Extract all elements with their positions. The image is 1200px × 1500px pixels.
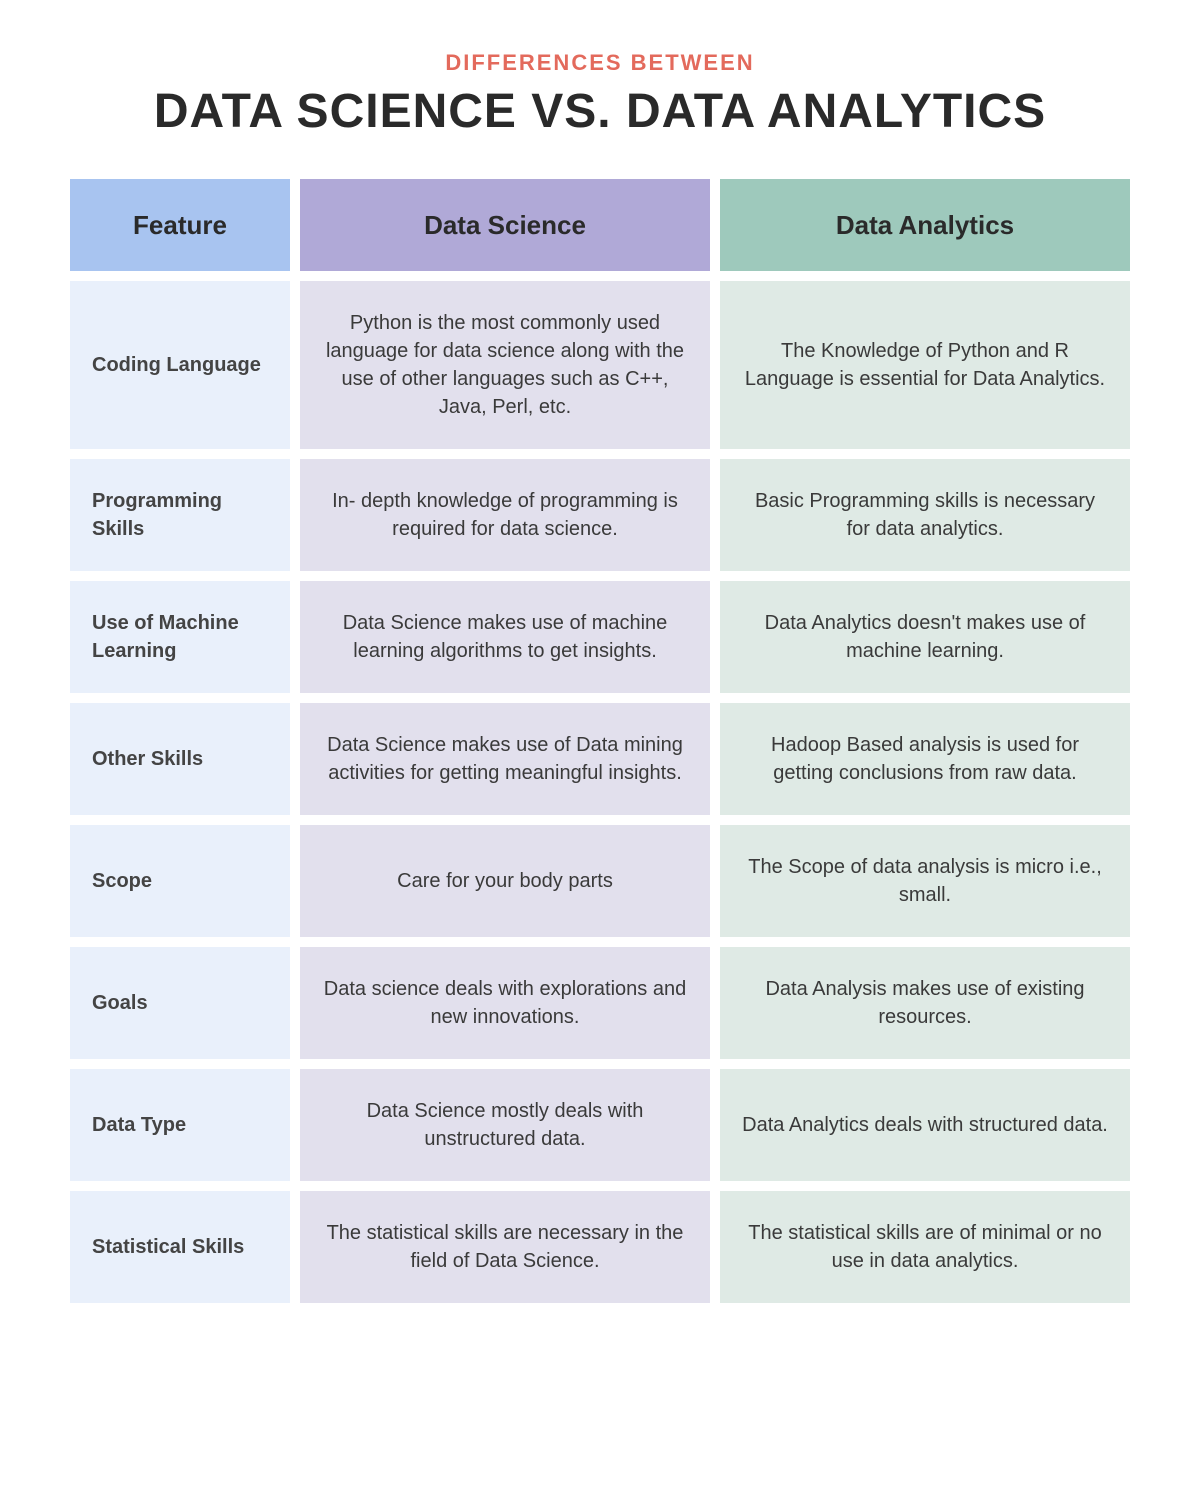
row-data-science: Data Science mostly deals with unstructu… — [300, 1069, 710, 1181]
comparison-table: Feature Data Science Data Analytics Codi… — [70, 179, 1130, 1303]
row-feature: Other Skills — [70, 703, 290, 815]
header-feature: Feature — [70, 179, 290, 271]
row-data-analytics: The statistical skills are of minimal or… — [720, 1191, 1130, 1303]
row-data-analytics: Data Analysis makes use of existing reso… — [720, 947, 1130, 1059]
row-data-science: Data Science makes use of machine learni… — [300, 581, 710, 693]
row-feature: Programming Skills — [70, 459, 290, 571]
row-data-analytics: Basic Programming skills is necessary fo… — [720, 459, 1130, 571]
row-feature: Scope — [70, 825, 290, 937]
row-feature: Statistical Skills — [70, 1191, 290, 1303]
row-feature: Coding Language — [70, 281, 290, 449]
row-data-science: The statistical skills are necessary in … — [300, 1191, 710, 1303]
row-data-analytics: The Knowledge of Python and R Language i… — [720, 281, 1130, 449]
row-feature: Use of Machine Learning — [70, 581, 290, 693]
row-data-analytics: Data Analytics deals with structured dat… — [720, 1069, 1130, 1181]
row-data-science: Data Science makes use of Data mining ac… — [300, 703, 710, 815]
row-data-science: Data science deals with explorations and… — [300, 947, 710, 1059]
row-data-analytics: The Scope of data analysis is micro i.e.… — [720, 825, 1130, 937]
row-data-analytics: Data Analytics doesn't makes use of mach… — [720, 581, 1130, 693]
row-data-science: In- depth knowledge of programming is re… — [300, 459, 710, 571]
header-data-science: Data Science — [300, 179, 710, 271]
row-feature: Goals — [70, 947, 290, 1059]
row-data-science: Care for your body parts — [300, 825, 710, 937]
row-data-analytics: Hadoop Based analysis is used for gettin… — [720, 703, 1130, 815]
row-feature: Data Type — [70, 1069, 290, 1181]
page-title: DATA SCIENCE VS. DATA ANALYTICS — [70, 84, 1130, 139]
header-data-analytics: Data Analytics — [720, 179, 1130, 271]
supertitle: DIFFERENCES BETWEEN — [70, 50, 1130, 76]
row-data-science: Python is the most commonly used languag… — [300, 281, 710, 449]
